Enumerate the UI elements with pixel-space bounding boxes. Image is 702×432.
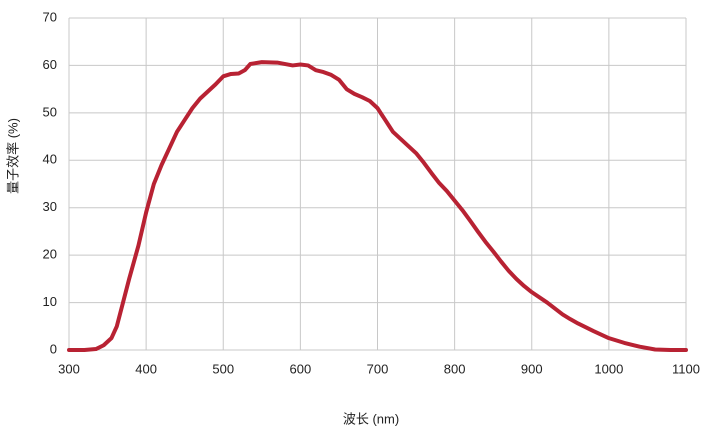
- x-tick-label: 500: [212, 361, 234, 376]
- x-tick-label: 1000: [594, 361, 623, 376]
- y-axis-label: 量子效率 (%): [5, 118, 20, 194]
- y-tick-label: 10: [43, 294, 57, 309]
- y-tick-label: 40: [43, 152, 57, 167]
- y-tick-label: 30: [43, 199, 57, 214]
- x-tick-label: 800: [444, 361, 466, 376]
- y-tick-label: 60: [43, 57, 57, 72]
- y-tick-label: 20: [43, 247, 57, 262]
- x-axis-label: 波长 (nm): [343, 411, 399, 426]
- x-tick-label: 300: [58, 361, 80, 376]
- x-tick-label: 1100: [672, 361, 700, 376]
- y-tick-label: 50: [43, 104, 57, 119]
- y-tick-label: 70: [43, 9, 57, 24]
- x-tick-label: 700: [367, 361, 389, 376]
- x-tick-label: 400: [135, 361, 157, 376]
- y-tick-label: 0: [50, 341, 57, 356]
- x-tick-label: 900: [521, 361, 543, 376]
- data-line: [67, 60, 688, 352]
- x-tick-label: 600: [290, 361, 312, 376]
